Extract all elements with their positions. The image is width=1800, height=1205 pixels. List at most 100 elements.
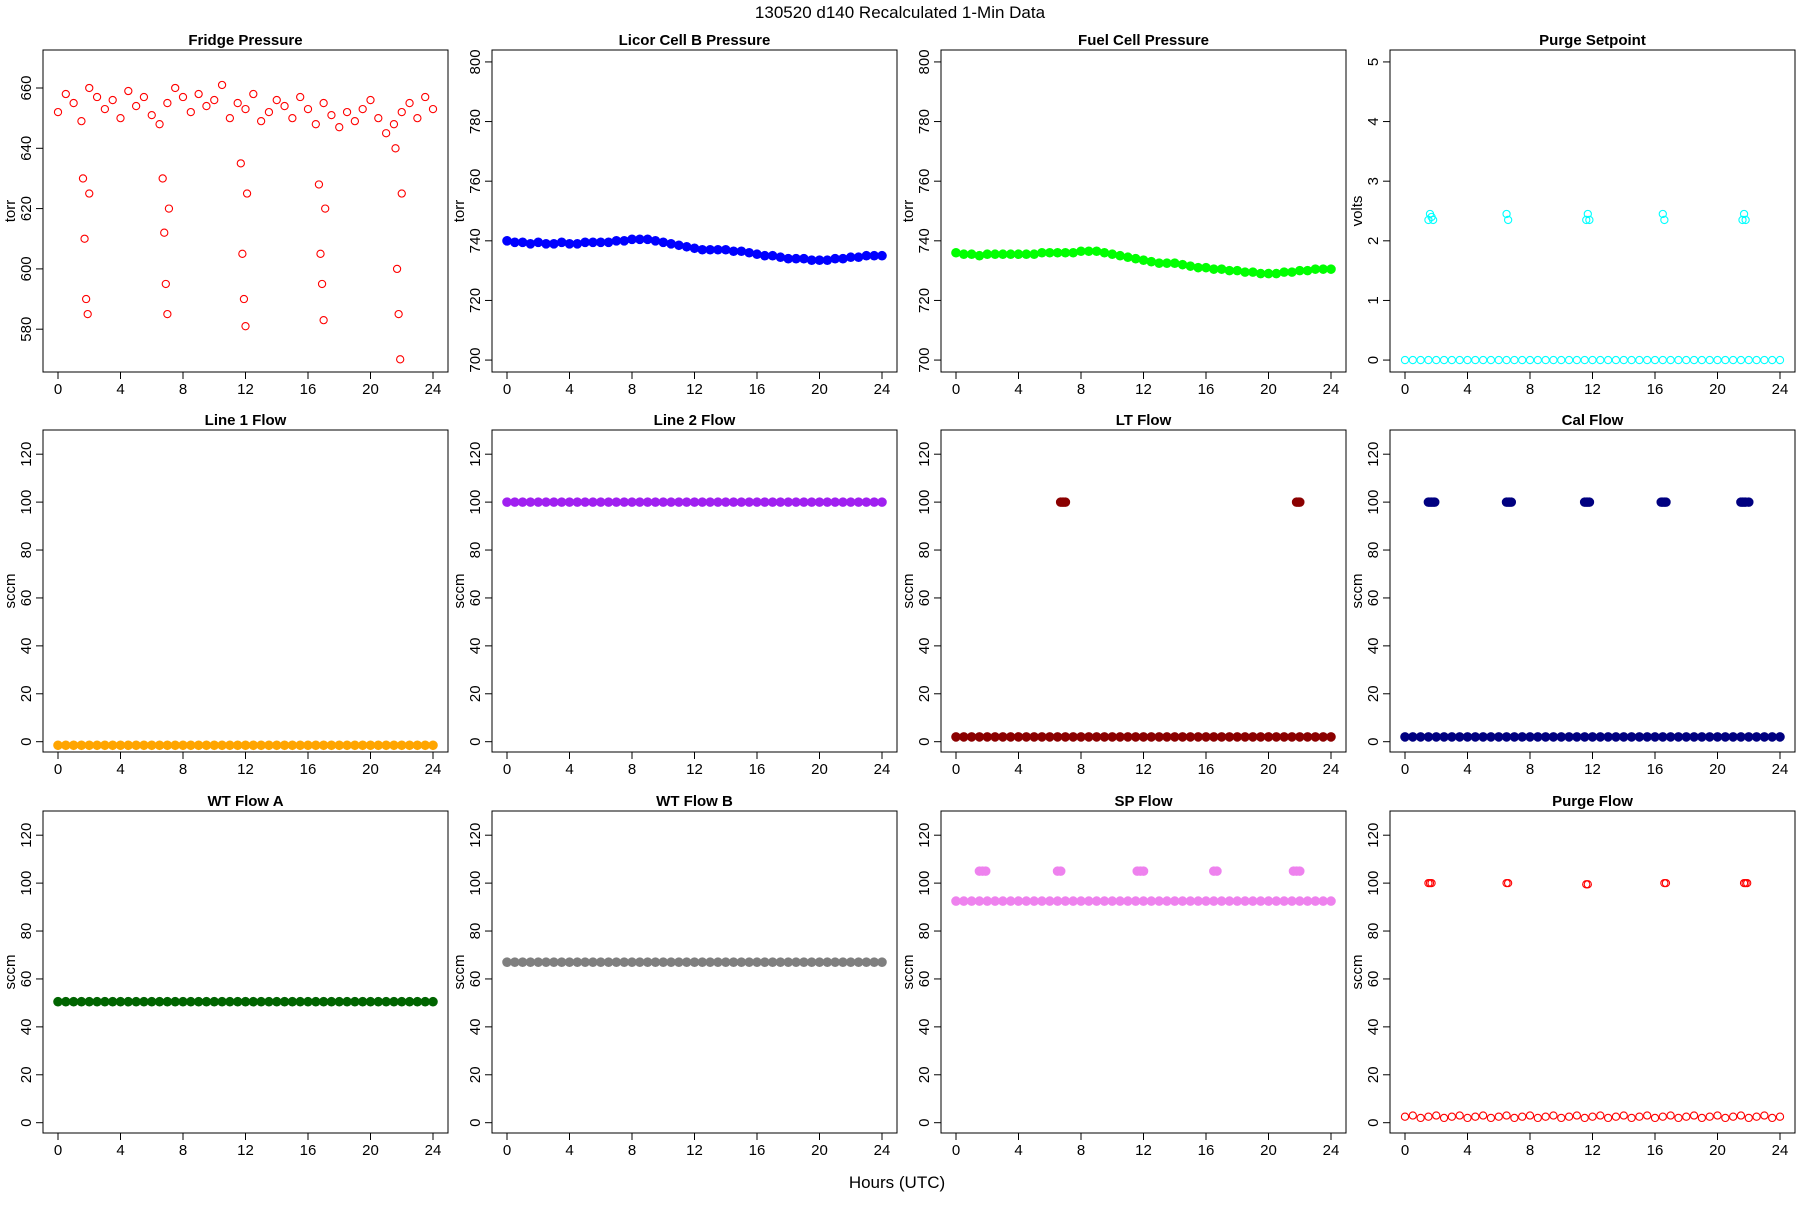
panel-title: WT Flow B	[656, 793, 733, 810]
x-tick-label: 0	[54, 761, 62, 778]
point	[674, 240, 684, 251]
panel: WT Flow A sccm 0 4 8 12 16 20 24 0 20 40 60 80 100 120	[2, 793, 449, 1159]
point	[1216, 264, 1227, 274]
y-tick-label: 0	[1365, 1119, 1382, 1127]
point	[658, 237, 669, 248]
point	[163, 309, 172, 319]
point	[139, 92, 149, 102]
point	[666, 238, 676, 249]
point	[556, 237, 567, 248]
x-tick-label: 8	[628, 1142, 636, 1159]
y-axis-label: torr	[2, 200, 19, 223]
point	[1760, 1111, 1769, 1120]
point	[1584, 497, 1595, 507]
x-tick-label: 4	[1014, 1142, 1022, 1159]
x-tick-label: 8	[179, 1142, 187, 1159]
x-tick-label: 0	[503, 1142, 511, 1159]
x-tick-label: 20	[811, 381, 828, 398]
panel: WT Flow B sccm 0 4 8 12 16 20 24 0 20 40 60 80 100 120	[451, 793, 898, 1159]
x-tick-label: 16	[1647, 1142, 1664, 1159]
plot-frame	[491, 810, 898, 1134]
point	[396, 355, 405, 364]
point	[533, 237, 544, 248]
point	[1549, 355, 1558, 365]
point	[1650, 355, 1660, 365]
x-tick-label: 8	[628, 381, 636, 398]
y-tick-label: 1	[1365, 296, 1382, 304]
x-tick-label: 8	[1526, 1142, 1534, 1159]
point	[1658, 355, 1667, 365]
x-tick-label: 0	[1401, 1142, 1409, 1159]
y-tick-label: 700	[916, 348, 933, 373]
y-tick-label: 800	[467, 49, 484, 74]
point	[1471, 1112, 1480, 1121]
x-tick-label: 16	[300, 1142, 317, 1159]
point	[1029, 249, 1039, 260]
point	[1635, 355, 1644, 365]
y-tick-label: 100	[1365, 871, 1382, 896]
point	[1428, 215, 1438, 225]
point	[1635, 1112, 1644, 1121]
y-tick-label: 5	[1365, 58, 1382, 66]
point	[1138, 866, 1149, 876]
point	[1326, 732, 1336, 742]
y-tick-label: 120	[916, 823, 933, 848]
plot-frame	[1389, 810, 1796, 1134]
point	[124, 86, 133, 96]
point	[1541, 355, 1550, 365]
point	[342, 107, 352, 117]
point	[642, 234, 653, 245]
y-tick-label: 80	[467, 542, 484, 559]
point	[1619, 1111, 1628, 1120]
point	[1643, 355, 1652, 365]
y-tick-label: 60	[1365, 590, 1382, 607]
x-tick-label: 4	[1463, 1142, 1471, 1159]
point	[1068, 247, 1078, 258]
main-title: 130520 d140 Recalculated 1-Min Data	[755, 3, 1046, 22]
point	[517, 237, 528, 248]
point	[1752, 1112, 1761, 1121]
x-tick-label: 12	[1135, 1142, 1152, 1159]
point	[1557, 355, 1566, 365]
point	[85, 83, 94, 93]
point	[421, 92, 430, 102]
y-tick-label: 40	[1365, 638, 1382, 655]
point	[1294, 866, 1305, 876]
panel-title: Cal Flow	[1562, 412, 1624, 429]
point	[303, 104, 313, 114]
point	[77, 117, 86, 126]
point	[397, 107, 406, 117]
point	[1494, 1112, 1503, 1121]
point	[1478, 1111, 1488, 1120]
point	[1427, 878, 1436, 888]
x-tick-label: 4	[116, 381, 124, 398]
y-tick-label: 80	[1365, 542, 1382, 559]
point	[335, 123, 344, 132]
point	[1201, 262, 1211, 273]
y-tick-label: 20	[1365, 685, 1382, 702]
point	[358, 104, 367, 114]
point	[160, 228, 169, 237]
point	[116, 113, 125, 123]
x-tick-label: 20	[362, 761, 379, 778]
y-tick-label: 60	[916, 590, 933, 607]
y-tick-label: 80	[1365, 923, 1382, 940]
panel: Line 1 Flow sccm 0 4 8 12 16 20 24 0 20 40 60 80 100 12…	[2, 412, 449, 778]
point	[1471, 355, 1480, 365]
point	[1146, 256, 1157, 267]
point	[53, 107, 63, 117]
point	[1099, 247, 1110, 258]
x-tick-label: 24	[425, 1142, 442, 1159]
point	[619, 236, 629, 246]
point	[1557, 1113, 1566, 1123]
point	[689, 243, 700, 254]
point	[1768, 355, 1777, 365]
y-axis-label: sccm	[2, 574, 19, 609]
point	[405, 98, 414, 108]
y-tick-label: 0	[916, 738, 933, 746]
y-tick-label: 60	[1365, 971, 1382, 988]
point	[163, 98, 172, 108]
y-tick-label: 40	[1365, 1019, 1382, 1036]
point	[1583, 880, 1592, 889]
